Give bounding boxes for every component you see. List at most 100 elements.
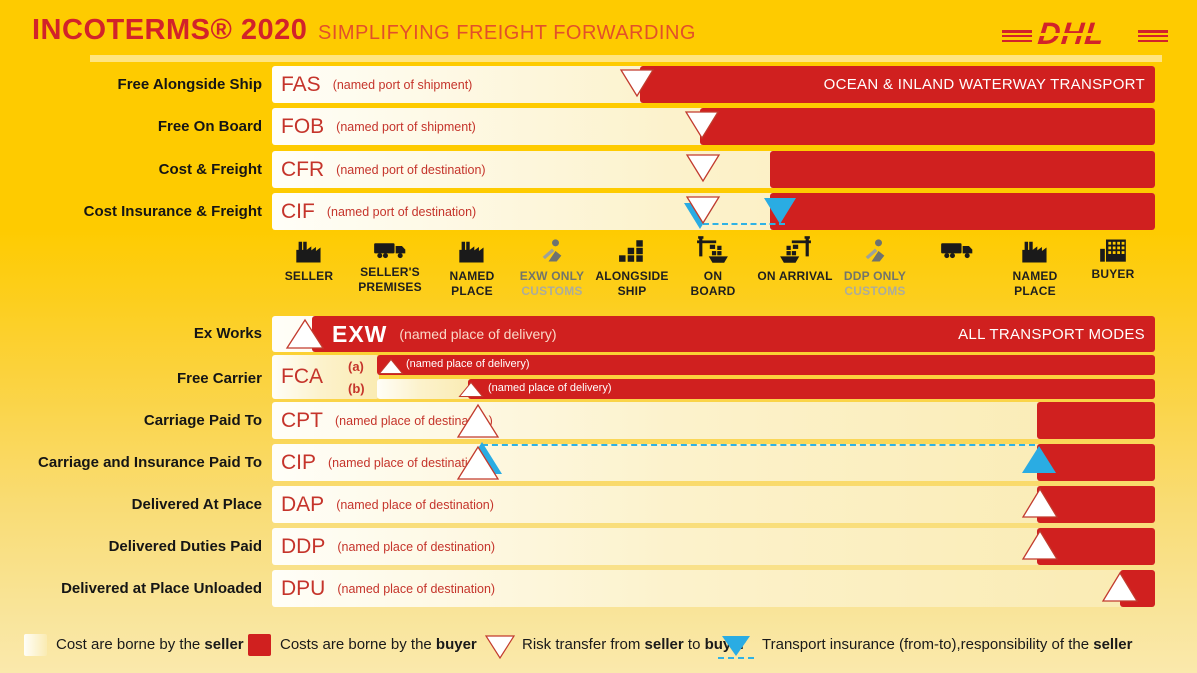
page-title: INCOTERMS® 2020 [32,14,308,46]
dhl-logo: DHL [1002,16,1168,51]
fca-a-qualifier: (named place of delivery) [406,358,530,370]
dhl-logo-stripes-right [1138,30,1168,44]
incoterm-code: DDP [281,534,326,558]
incoterm-qualifier: (named place of delivery) [399,326,557,342]
incoterm-code: EXW [332,320,388,347]
icon-column-named-place: NAMED PLACE [426,238,518,299]
page-subtitle: SIMPLIFYING FREIGHT FORWARDING [318,22,696,44]
insurance-triangle-icon [722,636,750,656]
incoterm-code: CIP [281,450,317,474]
incoterm-code: CFR [281,157,325,181]
incoterm-code: FAS [281,72,321,96]
fca-b-qualifier: (named place of delivery) [488,382,612,394]
factory-icon [1022,241,1047,263]
dhl-logo-stripes-left [1002,30,1032,44]
risk-transfer-triangle-icon [685,154,721,183]
row-label-fca: Free Carrier [176,370,262,387]
ocean-transport-banner: OCEAN & INLAND WATERWAY TRANSPORT [823,76,1145,93]
factory-icon [296,241,321,263]
incoterm-qualifier: (named port of shipment) [332,77,473,92]
header-divider [90,55,1162,62]
incoterm-code: DAP [281,492,325,516]
icon-column-buyer: BUYER [1067,238,1159,282]
incoterm-qualifier: (named port of destination) [336,162,486,177]
cif-buyer-cost-bar [770,193,1155,230]
customs-icon [865,239,885,262]
crane-ship-arrival-icon [780,236,811,263]
cip-buyer-cost-bar [1037,444,1155,481]
icon-column-sellers-premises: SELLER'S PREMISES [344,240,436,295]
buyer-cost-swatch [248,634,271,656]
fca-a-buyer-cost-bar [377,355,1155,375]
row-label-fob: Free On Board [157,118,262,135]
exw-buyer-cost-bar: EXW (named place of delivery) [312,316,1155,352]
legend-transport-insurance: Transport insurance (from-to),responsibi… [762,636,1133,653]
incoterm-code: FOB [281,114,325,138]
icon-column-alongside-ship: ALONGSIDE SHIP [586,238,678,299]
row-label-exw: Ex Works [193,325,262,342]
icon-column-seller: SELLER [263,238,355,284]
incoterm-qualifier: (named port of shipment) [336,119,476,134]
row-label-cip: Carriage and Insurance Paid To [38,454,262,471]
customs-icon [542,239,562,262]
insurance-dashed-line [718,657,754,659]
row-label-cif: Cost Insurance & Freight [83,203,262,220]
seller-cost-swatch [24,634,47,656]
icon-column-exw-customs: EXW ONLY CUSTOMS [506,238,598,299]
incoterm-code: CIF [281,199,315,223]
legend-seller-cost: Cost are borne by the seller [56,636,244,653]
risk-transfer-triangle-icon [1101,571,1139,602]
incoterm-code: CPT [281,408,323,432]
risk-transfer-triangle-icon [1021,529,1059,560]
incoterm-qualifier: (named place of destination) [337,581,496,596]
row-label-cpt: Carriage Paid To [143,412,262,429]
legend-buyer-cost: Costs are borne by the buyer [280,636,477,653]
containers-icon [619,240,643,262]
insurance-span-dashed-line [703,223,785,225]
incoterm-qualifier: (named place of destination) [336,497,494,512]
building-icon [1100,239,1126,262]
icon-column-carrier-truck [911,240,1003,265]
row-label-dap: Delivered At Place [131,496,262,513]
incoterm-code: DPU [281,576,326,600]
fca-b-buyer-cost-bar [468,379,1155,399]
cpt-seller-cost-bar: CPT (named place of destination) [272,402,1155,439]
icon-column-on-board: ON BOARD [667,236,759,299]
cpt-buyer-cost-bar [1037,402,1155,439]
legend-risk-transfer: Risk transfer from seller to buyer [522,636,746,653]
ddp-seller-cost-bar: DDP (named place of destination) [272,528,1155,565]
risk-transfer-triangle-icon [619,69,655,98]
risk-transfer-triangle-icon [685,196,721,225]
risk-transfer-triangle-icon [378,358,404,374]
risk-transfer-triangle-icon [456,403,500,438]
dap-seller-cost-bar: DAP (named place of destination) [272,486,1155,523]
insurance-triangle-icon [1022,446,1056,473]
dpu-seller-cost-bar: DPU (named place of destination) [272,570,1155,607]
factory-icon [459,241,484,263]
incoterm-code: FCA [281,365,323,388]
all-transport-modes-banner: ALL TRANSPORT MODES [958,326,1145,343]
fas-buyer-cost-bar [640,66,1155,103]
row-label-ddp: Delivered Duties Paid [108,538,262,555]
incoterm-qualifier: (named place of destination) [337,539,496,554]
icon-column-named-place-2: NAMED PLACE [989,238,1081,299]
risk-transfer-triangle-icon [285,318,325,349]
fca-sub-b-label: (b) [348,381,365,396]
cip-seller-cost-bar: CIP (named place of destination) [272,444,1155,481]
truck-icon [374,243,406,259]
fca-sub-a-label: (a) [348,359,364,374]
cfr-buyer-cost-bar [770,151,1155,188]
insurance-triangle-icon [764,198,796,224]
row-label-fas: Free Alongside Ship [117,76,262,93]
risk-transfer-triangle-icon [458,381,484,397]
crane-ship-icon [697,236,728,263]
fob-buyer-cost-bar [700,108,1155,145]
incoterm-qualifier: (named place of destination) [328,455,486,470]
row-label-dpu: Delivered at Place Unloaded [61,580,262,597]
risk-transfer-triangle-icon [684,111,720,140]
truck-icon [941,243,973,259]
risk-transfer-triangle-icon [484,635,516,660]
incoterm-qualifier: (named port of destination) [326,204,477,219]
incoterm-qualifier: (named place of destination) [335,413,493,428]
